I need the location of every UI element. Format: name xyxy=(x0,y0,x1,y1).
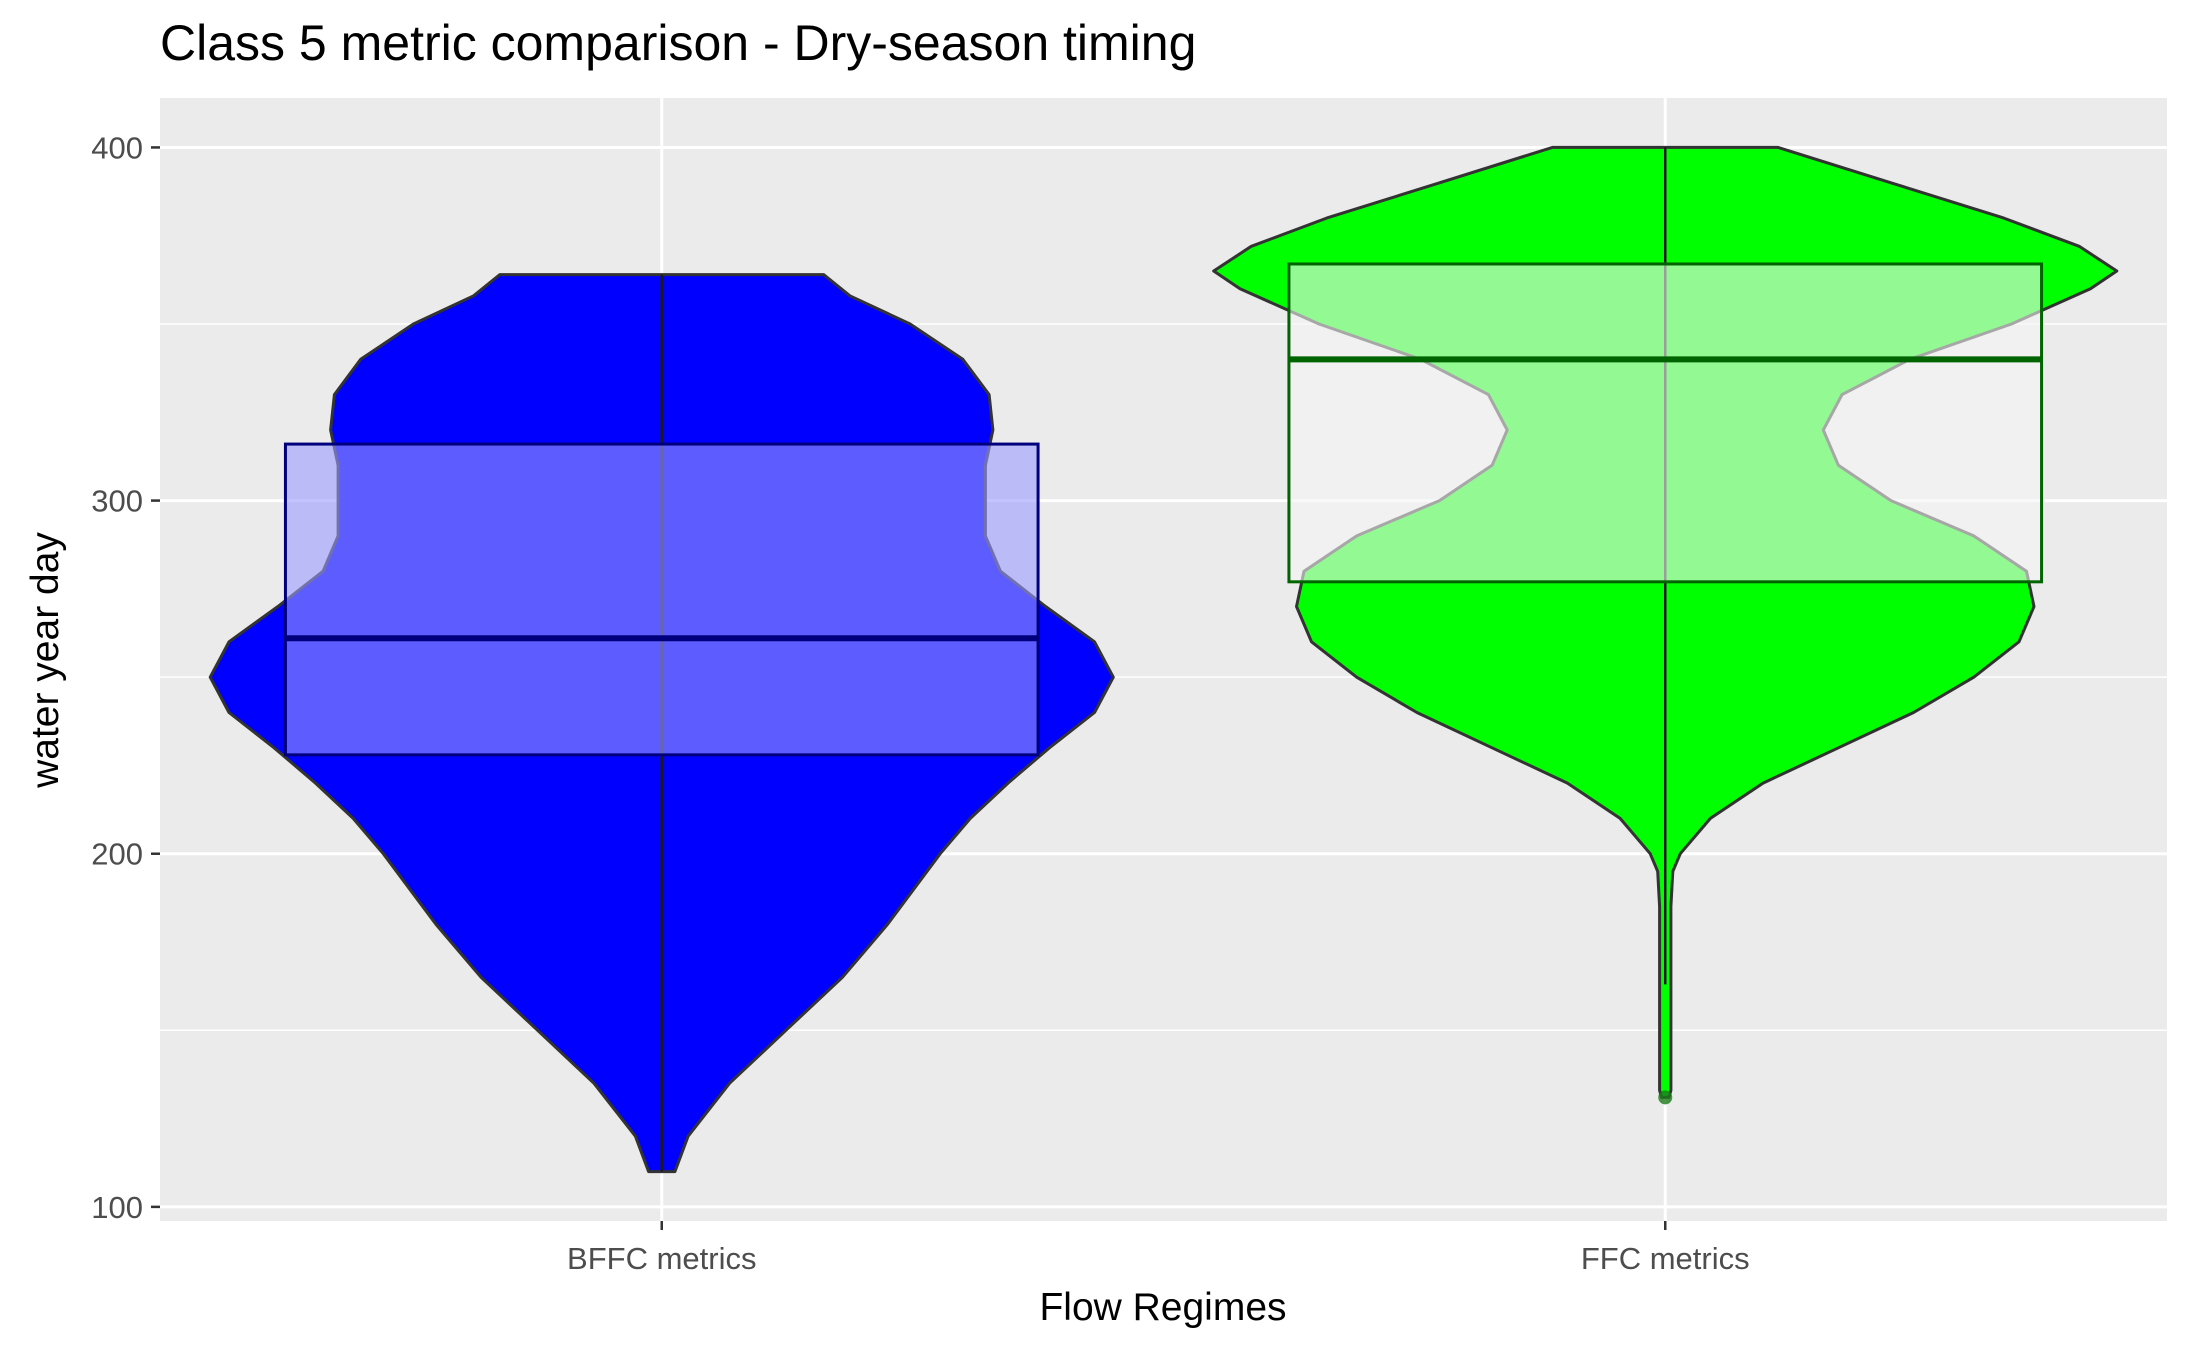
box-ffc xyxy=(1287,262,2044,584)
y-tick-label: 300 xyxy=(91,484,143,519)
y-tick-label: 100 xyxy=(91,1190,143,1225)
y-axis: 100 200 300 400 xyxy=(91,130,160,1225)
x-tick-label: FFC metrics xyxy=(1581,1241,1750,1276)
boxes xyxy=(283,147,2044,1172)
x-tick-label: BFFC metrics xyxy=(567,1241,756,1276)
y-axis-title: water year day xyxy=(24,532,67,789)
chart-title: Class 5 metric comparison - Dry-season t… xyxy=(160,15,1196,71)
outlier-point xyxy=(1658,1090,1673,1105)
x-axis: BFFC metrics FFC metrics xyxy=(567,1221,1750,1276)
x-axis-title: Flow Regimes xyxy=(1039,1286,1286,1329)
y-tick-label: 400 xyxy=(91,130,143,165)
box-bffc xyxy=(283,442,1040,757)
y-tick-label: 200 xyxy=(91,837,143,872)
